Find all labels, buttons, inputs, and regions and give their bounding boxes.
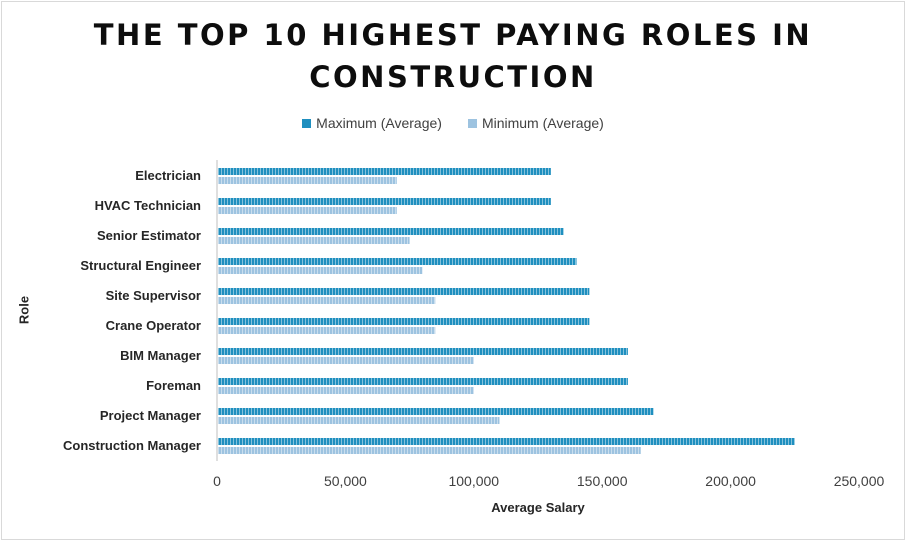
bar-maximum bbox=[218, 198, 551, 205]
bar-minimum bbox=[218, 297, 436, 304]
chart-title-line-2: CONSTRUCTION bbox=[309, 60, 597, 94]
y-tick-label: Crane Operator bbox=[106, 318, 201, 333]
bar-maximum bbox=[218, 318, 590, 325]
bar-maximum bbox=[218, 378, 628, 385]
y-tick-label: Project Manager bbox=[100, 408, 201, 423]
x-tick-label: 0 bbox=[213, 473, 221, 489]
y-tick-label: BIM Manager bbox=[120, 348, 201, 363]
chart-title: THE TOP 10 HIGHEST PAYING ROLES IN CONST… bbox=[0, 14, 906, 98]
bar-maximum bbox=[218, 348, 628, 355]
legend-label-minimum: Minimum (Average) bbox=[481, 115, 604, 131]
bar-maximum bbox=[218, 408, 654, 415]
bar-maximum bbox=[218, 258, 577, 265]
legend-item-maximum: Maximum (Average) bbox=[302, 115, 442, 131]
y-tick-label: Site Supervisor bbox=[106, 288, 201, 303]
bar-minimum bbox=[218, 207, 397, 214]
x-axis-label: Average Salary bbox=[491, 500, 585, 515]
bar-maximum bbox=[218, 288, 590, 295]
bar-maximum bbox=[218, 228, 564, 235]
bar-minimum bbox=[218, 267, 423, 274]
x-tick-label: 50,000 bbox=[324, 473, 367, 489]
bar-minimum bbox=[218, 177, 397, 184]
legend-item-minimum: Minimum (Average) bbox=[467, 115, 604, 131]
legend-label-maximum: Maximum (Average) bbox=[316, 115, 442, 131]
bar-minimum bbox=[218, 327, 436, 334]
y-tick-label: Electrician bbox=[135, 168, 201, 183]
x-tick-label: 100,000 bbox=[448, 473, 499, 489]
bar-minimum bbox=[218, 417, 500, 424]
y-tick-label: Foreman bbox=[146, 378, 201, 393]
y-axis-label: Role bbox=[16, 295, 32, 325]
chart-title-line-1: THE TOP 10 HIGHEST PAYING ROLES IN bbox=[93, 18, 813, 52]
x-tick-label: 250,000 bbox=[834, 473, 885, 489]
bar-maximum bbox=[218, 168, 551, 175]
legend-swatch-minimum bbox=[467, 118, 477, 128]
y-tick-label: Senior Estimator bbox=[97, 228, 201, 243]
x-tick-label: 200,000 bbox=[705, 473, 756, 489]
x-tick-label: 150,000 bbox=[577, 473, 628, 489]
bar-maximum bbox=[218, 438, 795, 445]
bar-minimum bbox=[218, 357, 474, 364]
y-tick-label: Construction Manager bbox=[63, 438, 201, 453]
y-tick-label: Structural Engineer bbox=[80, 258, 201, 273]
legend: Maximum (Average) Minimum (Average) bbox=[0, 115, 906, 131]
legend-swatch-maximum bbox=[302, 118, 312, 128]
bar-minimum bbox=[218, 447, 641, 454]
bar-minimum bbox=[218, 237, 410, 244]
y-tick-label: HVAC Technician bbox=[95, 198, 201, 213]
bar-minimum bbox=[218, 387, 474, 394]
